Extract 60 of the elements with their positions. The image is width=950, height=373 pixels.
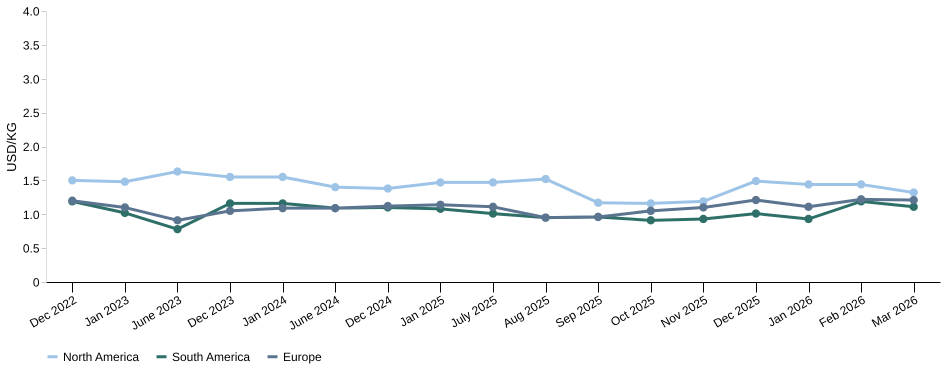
- y-tick-label: 1.5: [22, 174, 40, 188]
- x-tick-label: Oct 2025: [608, 292, 658, 330]
- x-tick-label: Dec 2025: [710, 292, 763, 331]
- point: [120, 203, 130, 212]
- point: [910, 202, 918, 211]
- x-tick-label: Feb 2026: [816, 292, 868, 330]
- y-tick-label: 0: [32, 276, 40, 290]
- x-tick-label: Mar 2026: [869, 292, 920, 330]
- point: [436, 200, 445, 209]
- point: [646, 199, 655, 208]
- point: [226, 206, 234, 216]
- point: [173, 224, 182, 234]
- point: [910, 188, 918, 197]
- point: [752, 196, 760, 204]
- point: [226, 199, 234, 208]
- legend-label: Europe: [283, 350, 322, 364]
- y-tick-label: 3.0: [22, 72, 40, 86]
- point: [541, 174, 550, 184]
- x-tick-label: Aug 2025: [500, 292, 552, 331]
- point: [804, 202, 813, 211]
- point: [856, 180, 866, 189]
- point: [278, 172, 287, 182]
- x-tick-label: Dec 2024: [342, 292, 395, 331]
- point: [804, 214, 813, 224]
- y-tick-label: 4.0: [22, 4, 40, 18]
- point: [488, 202, 498, 211]
- y-tick-label: 3.5: [22, 38, 40, 52]
- point: [646, 216, 655, 225]
- point: [384, 184, 392, 193]
- y-tick-label: 2.0: [22, 140, 40, 154]
- x-tick-label: Dec 2022: [27, 292, 80, 331]
- point: [436, 178, 445, 187]
- point: [120, 178, 130, 186]
- point: [804, 180, 813, 189]
- point: [699, 203, 708, 212]
- point: [173, 216, 182, 225]
- legend-label: North America: [63, 350, 140, 364]
- legend-label: South America: [172, 350, 250, 364]
- y-axis-title: USD/KG: [4, 122, 19, 172]
- y-tick-label: 2.5: [22, 106, 40, 120]
- point: [68, 176, 76, 185]
- point: [488, 178, 498, 187]
- x-tick-label: Dec 2023: [185, 292, 237, 331]
- x-tick-label: Jan 2025: [397, 292, 448, 330]
- point: [173, 167, 182, 176]
- point: [594, 198, 602, 207]
- point: [646, 206, 655, 216]
- point: [752, 209, 760, 218]
- point: [226, 172, 234, 182]
- point: [699, 214, 708, 224]
- y-tick-label: 1.0: [22, 208, 40, 222]
- point: [910, 196, 918, 204]
- x-tick-label: Sep 2025: [553, 292, 605, 331]
- x-tick-label: Jan 2026: [765, 292, 816, 330]
- point: [752, 176, 760, 186]
- y-tick-label: 0.5: [22, 242, 40, 256]
- x-tick-label: July 2025: [448, 292, 500, 331]
- point: [278, 204, 287, 212]
- point: [331, 182, 340, 192]
- x-tick-label: Nov 2025: [658, 292, 710, 331]
